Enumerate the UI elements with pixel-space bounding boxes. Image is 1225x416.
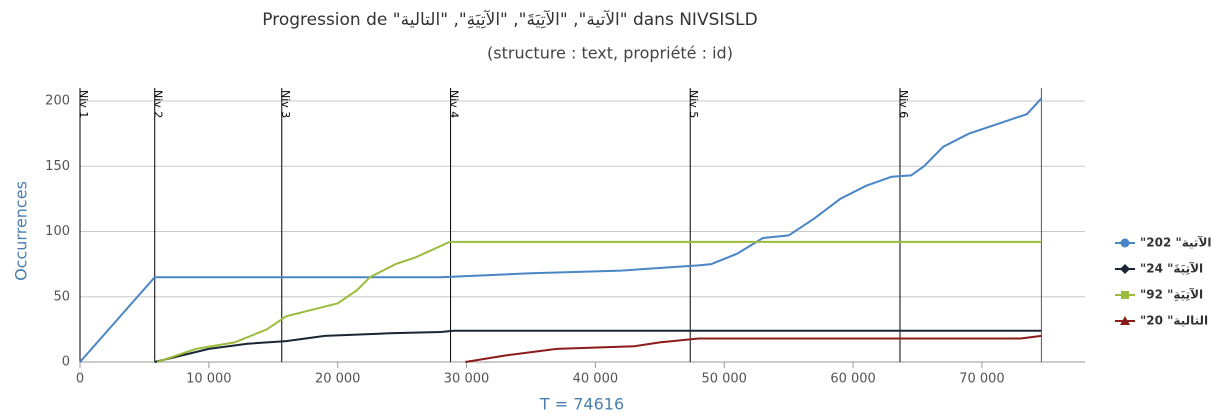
y-tick-label: 200 — [45, 94, 70, 109]
x-tick-label: 0 — [76, 372, 84, 387]
y-axis-label: Occurrences — [12, 181, 31, 281]
x-tick-label: 40 000 — [573, 372, 619, 387]
legend-symbol — [1120, 238, 1130, 248]
series-line — [154, 329, 1042, 363]
level-label: Niv 3 — [279, 90, 292, 118]
x-axis-label: T = 74616 — [539, 395, 624, 414]
series-line — [79, 97, 1043, 363]
y-tick-label: 100 — [45, 224, 70, 239]
y-tick-label: 50 — [53, 289, 70, 304]
x-tick-label: 10 000 — [186, 372, 232, 387]
y-tick-label: 0 — [62, 355, 70, 370]
legend-symbol — [1120, 316, 1130, 325]
legend-label: "الآتِيَةِ" 92 — [1140, 288, 1203, 302]
level-label: Niv 1 — [77, 90, 90, 118]
legend-label: "الآتِيَةَ" 24 — [1140, 262, 1203, 276]
x-tick-label: 20 000 — [315, 372, 361, 387]
series-line — [156, 240, 1042, 363]
legend-symbol — [1120, 264, 1130, 274]
y-tick-label: 150 — [45, 159, 70, 174]
legend-label: "التالية" 20 — [1140, 314, 1208, 328]
series-line — [465, 334, 1042, 363]
level-label: Niv 6 — [897, 90, 910, 118]
chart-title: Progression de "الآتية", "الآتِيَةَ", "ا… — [262, 9, 757, 30]
x-tick-label: 30 000 — [444, 372, 490, 387]
x-tick-label: 50 000 — [701, 372, 747, 387]
level-label: Niv 5 — [687, 90, 700, 118]
level-label: Niv 4 — [448, 90, 461, 118]
chart-subtitle: (structure : text, propriété : id) — [487, 44, 733, 63]
x-tick-label: 70 000 — [959, 372, 1005, 387]
level-label: Niv 2 — [152, 90, 165, 118]
legend-label: "الآتية" 202 — [1140, 236, 1212, 250]
x-tick-label: 60 000 — [830, 372, 876, 387]
legend-symbol — [1121, 291, 1129, 299]
